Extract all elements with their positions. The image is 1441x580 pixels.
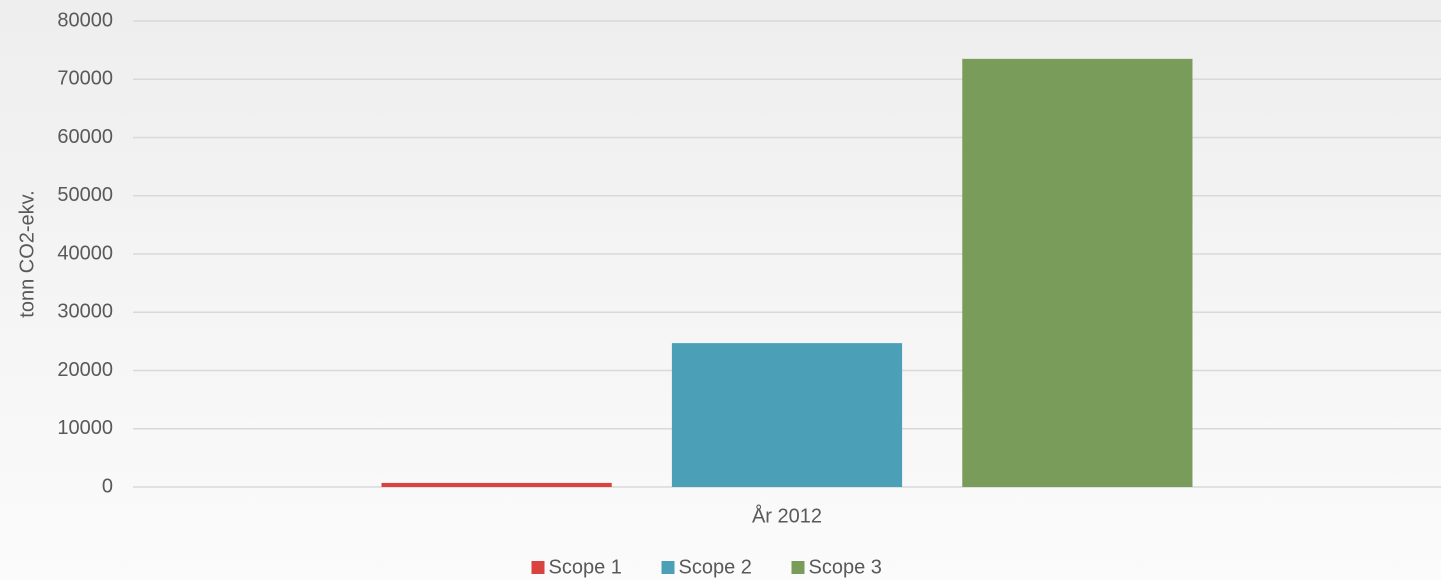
legend-label: Scope 3	[809, 556, 882, 578]
y-tick-label: 70000	[57, 68, 113, 90]
y-tick-label: 10000	[57, 417, 113, 439]
y-tick-label: 20000	[57, 359, 113, 381]
y-tick-label: 80000	[57, 9, 113, 31]
legend-label: Scope 2	[679, 556, 752, 578]
bar	[671, 343, 903, 487]
y-tick-label: 60000	[57, 126, 113, 148]
legend-swatch	[531, 561, 545, 574]
legend-swatch	[791, 561, 805, 574]
y-tick-label: 0	[102, 475, 113, 497]
y-tick-label: 50000	[57, 184, 113, 206]
y-tick-label: 40000	[57, 242, 113, 264]
bar	[962, 58, 1193, 488]
bar	[381, 482, 612, 487]
y-tick-label: 30000	[57, 301, 113, 323]
y-axis-label: tonn CO2-ekv.	[16, 190, 38, 317]
legend-swatch	[661, 561, 675, 574]
legend-label: Scope 1	[549, 556, 622, 578]
x-tick-label: År 2012	[752, 504, 822, 527]
